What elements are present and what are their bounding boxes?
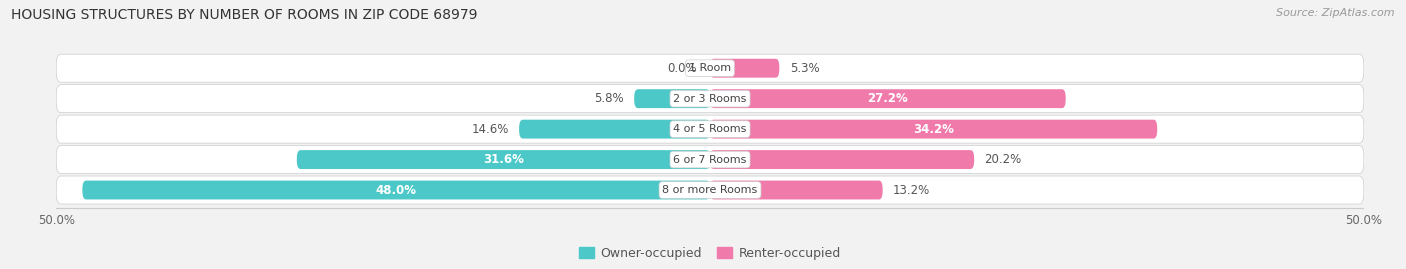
Text: 0.0%: 0.0% bbox=[668, 62, 697, 75]
Text: 6 or 7 Rooms: 6 or 7 Rooms bbox=[673, 155, 747, 165]
Text: 13.2%: 13.2% bbox=[893, 183, 931, 197]
Text: 48.0%: 48.0% bbox=[375, 183, 416, 197]
Text: 34.2%: 34.2% bbox=[912, 123, 955, 136]
FancyBboxPatch shape bbox=[56, 146, 1364, 174]
FancyBboxPatch shape bbox=[56, 85, 1364, 113]
Text: 5.8%: 5.8% bbox=[595, 92, 624, 105]
FancyBboxPatch shape bbox=[710, 180, 883, 200]
FancyBboxPatch shape bbox=[297, 150, 710, 169]
FancyBboxPatch shape bbox=[710, 120, 1157, 139]
Text: 4 or 5 Rooms: 4 or 5 Rooms bbox=[673, 124, 747, 134]
FancyBboxPatch shape bbox=[710, 89, 1066, 108]
Text: 8 or more Rooms: 8 or more Rooms bbox=[662, 185, 758, 195]
Text: HOUSING STRUCTURES BY NUMBER OF ROOMS IN ZIP CODE 68979: HOUSING STRUCTURES BY NUMBER OF ROOMS IN… bbox=[11, 8, 478, 22]
Text: 20.2%: 20.2% bbox=[984, 153, 1022, 166]
FancyBboxPatch shape bbox=[634, 89, 710, 108]
FancyBboxPatch shape bbox=[56, 54, 1364, 82]
Text: 1 Room: 1 Room bbox=[689, 63, 731, 73]
FancyBboxPatch shape bbox=[710, 59, 779, 78]
FancyBboxPatch shape bbox=[83, 180, 710, 200]
Text: 27.2%: 27.2% bbox=[868, 92, 908, 105]
FancyBboxPatch shape bbox=[519, 120, 710, 139]
Text: Source: ZipAtlas.com: Source: ZipAtlas.com bbox=[1277, 8, 1395, 18]
Text: 2 or 3 Rooms: 2 or 3 Rooms bbox=[673, 94, 747, 104]
Text: 14.6%: 14.6% bbox=[471, 123, 509, 136]
FancyBboxPatch shape bbox=[710, 150, 974, 169]
FancyBboxPatch shape bbox=[56, 115, 1364, 143]
Legend: Owner-occupied, Renter-occupied: Owner-occupied, Renter-occupied bbox=[575, 242, 845, 265]
Text: 5.3%: 5.3% bbox=[790, 62, 820, 75]
FancyBboxPatch shape bbox=[56, 176, 1364, 204]
Text: 31.6%: 31.6% bbox=[484, 153, 524, 166]
